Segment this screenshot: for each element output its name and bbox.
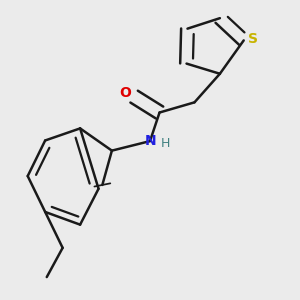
Text: S: S bbox=[248, 32, 258, 46]
Text: N: N bbox=[145, 134, 156, 148]
Text: O: O bbox=[119, 86, 131, 100]
Text: H: H bbox=[160, 137, 170, 150]
